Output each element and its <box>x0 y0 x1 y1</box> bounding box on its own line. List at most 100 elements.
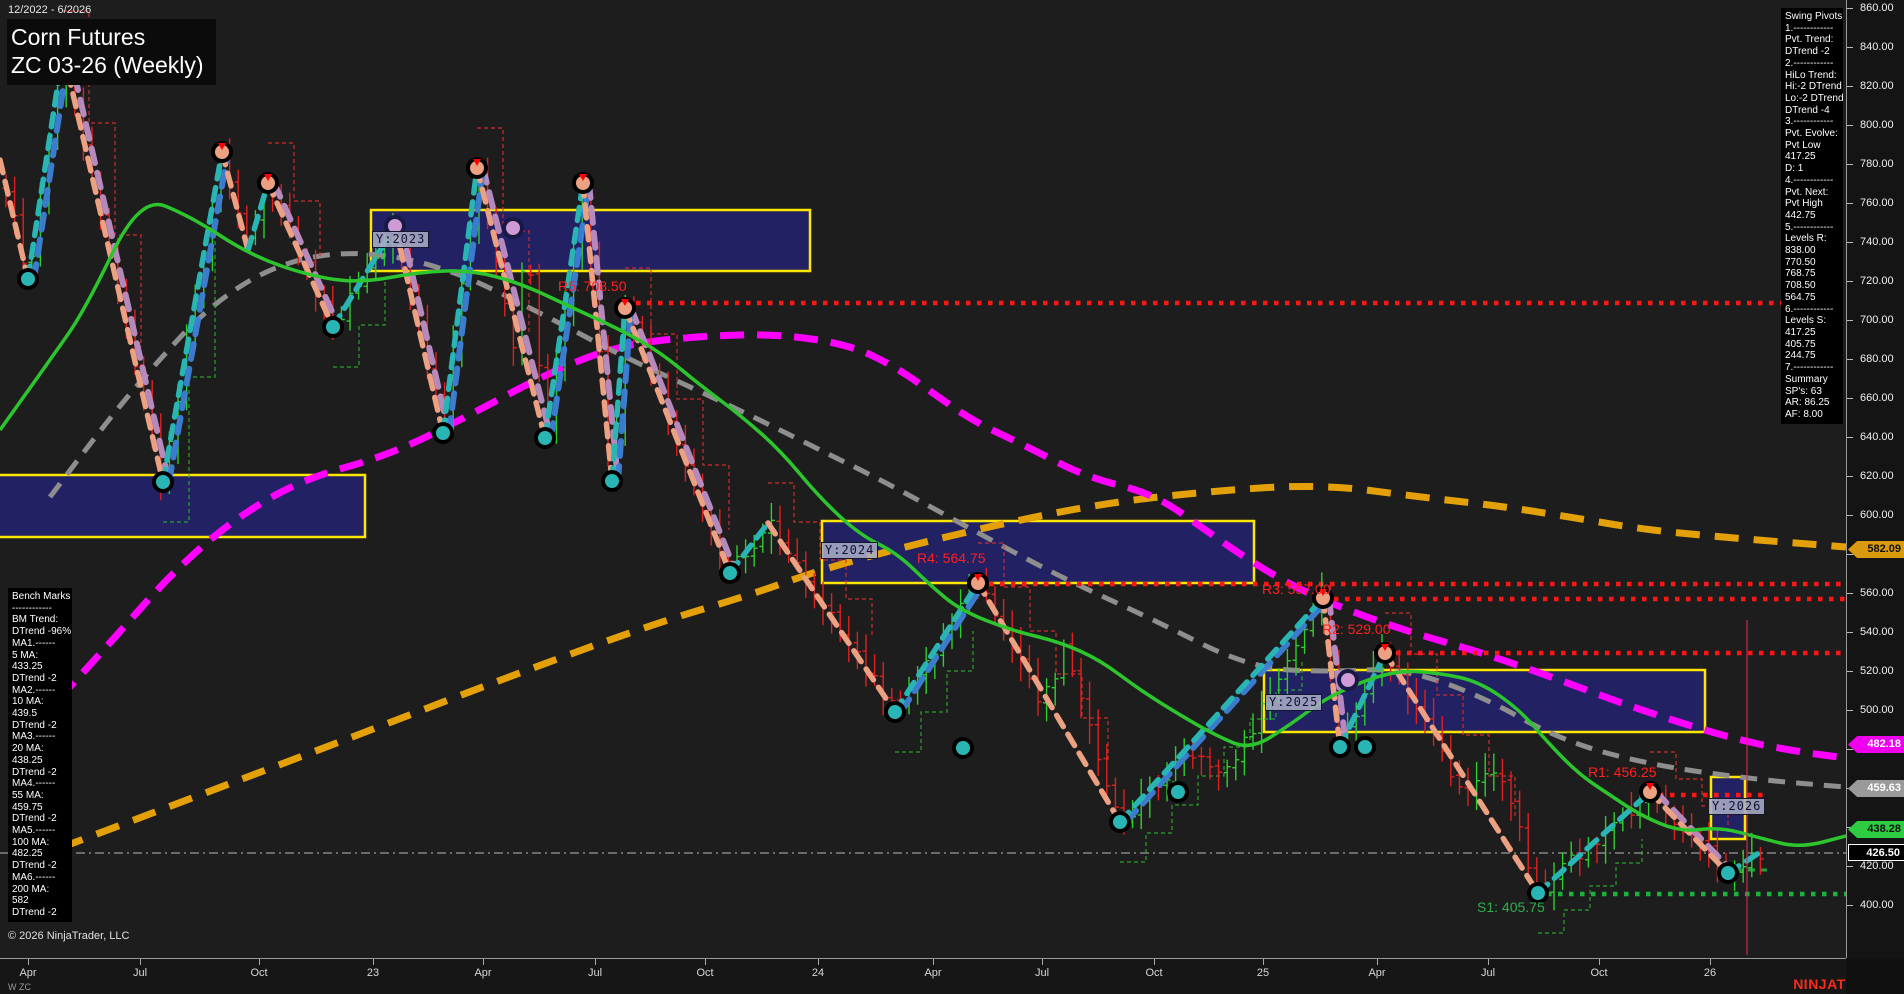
price-tick-label: 560.00 <box>1860 587 1894 599</box>
price-tick-label: 420.00 <box>1860 860 1894 872</box>
swing-leg-up <box>160 149 225 485</box>
swing-leg-blue <box>615 305 634 484</box>
price-tick <box>1847 86 1853 87</box>
swing-leg-down <box>622 305 733 576</box>
time-tick <box>1263 959 1264 965</box>
price-axis[interactable]: 860.00 840.00 820.00 800.00 780.00 760.00 740.… <box>1846 0 1904 958</box>
contract-name: ZC 03-26 (Weekly) <box>11 52 204 78</box>
pivot-low-dot <box>156 475 170 489</box>
time-tick-label: Oct <box>1145 967 1163 979</box>
pivot-high-dot-plum <box>506 221 520 235</box>
swing-leg-up <box>892 580 981 715</box>
pivot-low-dot <box>538 431 552 445</box>
swing-leg-down <box>0 157 31 282</box>
ma200-line <box>58 482 1846 852</box>
copyright-label: © 2026 NinjaTrader, LLC <box>8 930 130 942</box>
time-tick <box>373 959 374 965</box>
price-tick-label: 780.00 <box>1860 158 1894 170</box>
stop-trail-short <box>768 482 873 638</box>
price-tick-label: 400.00 <box>1860 899 1894 911</box>
resistance-label: R5: 708.50 <box>558 278 627 294</box>
price-tick <box>1847 203 1853 204</box>
swing-leg-plum <box>398 223 452 436</box>
price-tick-label: 800.00 <box>1860 119 1894 131</box>
pivot-high-arrow-icon <box>579 174 587 181</box>
pivot-high-dot <box>261 176 275 190</box>
year-marker-label[interactable]: Y:2026 <box>1708 798 1766 815</box>
time-tick-label: Apr <box>474 967 492 979</box>
stop-trail-short <box>1385 612 1516 817</box>
price-tick <box>1847 515 1853 516</box>
price-tick-label: 500.00 <box>1860 704 1894 716</box>
time-tick-label: 25 <box>1256 967 1270 979</box>
price-tick <box>1847 749 1853 750</box>
swing-leg-blue <box>1123 595 1332 825</box>
pivot-high-arrow-icon <box>473 159 481 166</box>
swing-leg-down <box>975 580 1123 825</box>
time-tick <box>259 959 260 965</box>
pivot-high-dot <box>1643 785 1657 799</box>
swing-leg-plum <box>271 180 342 330</box>
price-badge: 438.28 <box>1848 821 1904 838</box>
swing-leg-down <box>60 48 166 485</box>
price-tick <box>1847 827 1853 828</box>
pivot-high-dot <box>215 145 229 159</box>
price-tick-label: 820.00 <box>1860 80 1894 92</box>
price-tick <box>1847 437 1853 438</box>
swing-leg-plum <box>66 48 172 485</box>
price-tick <box>1847 242 1853 243</box>
time-tick <box>705 959 706 965</box>
time-tick <box>1599 959 1600 965</box>
price-tick-label: 600.00 <box>1860 509 1894 521</box>
swing-leg-blue <box>548 180 592 441</box>
price-tick-label: 520.00 <box>1860 665 1894 677</box>
price-tick <box>1847 476 1853 477</box>
price-badge: 426.50 <box>1848 844 1904 861</box>
time-tick-label: Jul <box>587 967 603 979</box>
time-tick-label: Apr <box>19 967 37 979</box>
pivot-low-dot <box>1333 740 1347 754</box>
pivot-low-dot <box>1113 815 1127 829</box>
chart-canvas[interactable]: R5: 708.50 R4: 564.75 R3: 557.00 R2: 529.00… <box>0 0 1846 958</box>
price-tick-label: 620.00 <box>1860 470 1894 482</box>
swing-leg-up <box>1117 595 1326 825</box>
pivot-high-arrow-icon <box>974 574 982 581</box>
swing-leg-up <box>1337 650 1388 750</box>
axis-corner <box>1846 958 1904 994</box>
price-tick-label: 640.00 <box>1860 431 1894 443</box>
time-tick <box>818 959 819 965</box>
pivot-high-arrow-icon <box>621 299 629 306</box>
year-marker-label[interactable]: Y:2025 <box>1265 694 1323 711</box>
price-tick <box>1847 710 1853 711</box>
swing-leg-down <box>474 165 548 441</box>
swing-leg-up <box>609 305 628 484</box>
price-tick <box>1847 554 1853 555</box>
price-chart[interactable]: R5: 708.50 R4: 564.75 R3: 557.00 R2: 529.00… <box>0 0 1846 958</box>
pivot-high-dot <box>470 161 484 175</box>
price-tick-label: 760.00 <box>1860 197 1894 209</box>
time-axis[interactable]: W ZC NINJATRADER AprJulOct23AprJulOct24A… <box>0 958 1904 994</box>
time-tick-label: Apr <box>924 967 942 979</box>
stop-trail-short <box>625 267 730 530</box>
ma20-line <box>0 202 1846 847</box>
pivot-low-dot <box>888 705 902 719</box>
pivot-high-arrow-icon <box>1646 783 1654 790</box>
swing-leg-blue <box>31 48 72 282</box>
swing-leg-blue <box>898 580 987 715</box>
year-marker-label[interactable]: Y:2024 <box>821 542 879 559</box>
price-tick-label: 540.00 <box>1860 626 1894 638</box>
year-marker-label[interactable]: Y:2023 <box>372 231 430 248</box>
pivot-low-dot <box>326 320 340 334</box>
pivot-high-dot <box>1378 646 1392 660</box>
stop-trail-long <box>1538 839 1643 934</box>
resistance-label: R2: 529.00 <box>1322 621 1391 637</box>
price-tick-label: 860.00 <box>1860 2 1894 14</box>
swing-leg-plum <box>480 165 554 441</box>
ma100-line <box>55 331 1846 762</box>
pivot-high-dot <box>576 176 590 190</box>
price-badge: 459.63 <box>1848 780 1904 797</box>
time-tick <box>1042 959 1043 965</box>
pivot-low-dot <box>436 426 450 440</box>
stop-trail-short <box>268 142 321 258</box>
